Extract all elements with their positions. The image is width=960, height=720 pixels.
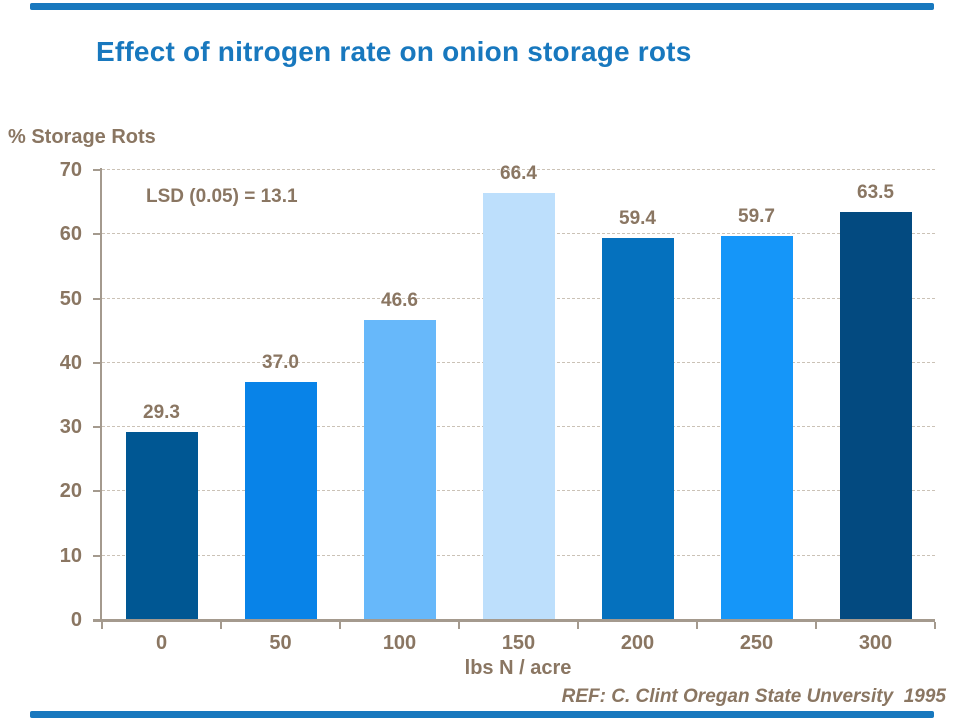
bar-200: [601, 238, 674, 620]
bar-value-label-300: 63.5: [857, 181, 894, 203]
x-tick-label-200: 200: [620, 632, 655, 654]
x-tick-label-250: 250: [739, 632, 774, 654]
bar-0: [125, 431, 198, 620]
y-tick-mark-20: [93, 490, 102, 493]
y-tick-label-0: 0: [70, 609, 82, 631]
y-tick-mark-50: [93, 297, 102, 300]
x-tick-mark-6: [815, 622, 817, 629]
bar-250: [720, 236, 793, 620]
y-tick-mark-0: [93, 619, 102, 621]
lsd-annotation: LSD (0.05) = 13.1: [146, 186, 298, 207]
x-tick-mark-5: [696, 622, 698, 629]
bar-value-label-200: 59.4: [619, 208, 656, 230]
x-tick-mark-1: [220, 622, 222, 629]
x-tick-label-150: 150: [501, 632, 536, 654]
y-tick-mark-60: [93, 233, 102, 236]
x-tick-mark-2: [339, 622, 341, 629]
plot-area: LSD (0.05) = 13.1 29.3 37.0 46.6 66.4 59.4 59…: [102, 163, 935, 620]
y-tick-label-40: 40: [59, 351, 82, 374]
bar-100: [363, 320, 436, 620]
y-tick-label-60: 60: [59, 223, 82, 246]
y-tick-label-50: 50: [59, 287, 82, 310]
y-tick-label-70: 70: [59, 159, 82, 181]
bar-value-label-150: 66.4: [500, 163, 537, 185]
y-tick-label-20: 20: [59, 480, 82, 503]
y-tick-mark-70: [93, 169, 102, 171]
x-tick-label-100: 100: [382, 632, 417, 654]
bar-value-label-50: 37.0: [262, 352, 299, 374]
x-tick-label-0: 0: [155, 632, 168, 654]
y-tick-mark-40: [93, 361, 102, 364]
x-tick-label-50: 50: [269, 632, 292, 654]
x-tick-mark-7: [934, 622, 936, 629]
chart-title: Effect of nitrogen rate on onion storage…: [96, 36, 692, 67]
bar-value-label-0: 29.3: [143, 401, 180, 423]
x-axis-title: lbs N / acre: [464, 657, 572, 679]
x-tick-mark-4: [577, 622, 579, 629]
bar-value-label-250: 59.7: [738, 206, 775, 228]
x-tick-mark-0: [101, 622, 103, 629]
y-tick-mark-10: [93, 554, 102, 557]
top-accent-band: [30, 3, 934, 10]
x-tick-mark-3: [458, 622, 460, 629]
bar-50: [244, 382, 317, 620]
bottom-accent-band: [30, 711, 934, 718]
y-tick-label-10: 10: [59, 544, 82, 567]
x-tick-label-300: 300: [858, 632, 893, 654]
gridline-70: [102, 169, 935, 170]
y-tick-mark-30: [93, 426, 102, 429]
x-axis-line: [93, 619, 935, 622]
bar-300: [839, 211, 912, 620]
y-axis-line: [100, 168, 102, 622]
y-axis-title: % Storage Rots: [8, 126, 156, 148]
reference-text: REF: C. Clint Oregan State Unversity 199…: [561, 686, 946, 707]
bar-value-label-100: 46.6: [381, 290, 418, 312]
y-tick-label-30: 30: [59, 416, 82, 439]
bar-150: [482, 193, 555, 620]
